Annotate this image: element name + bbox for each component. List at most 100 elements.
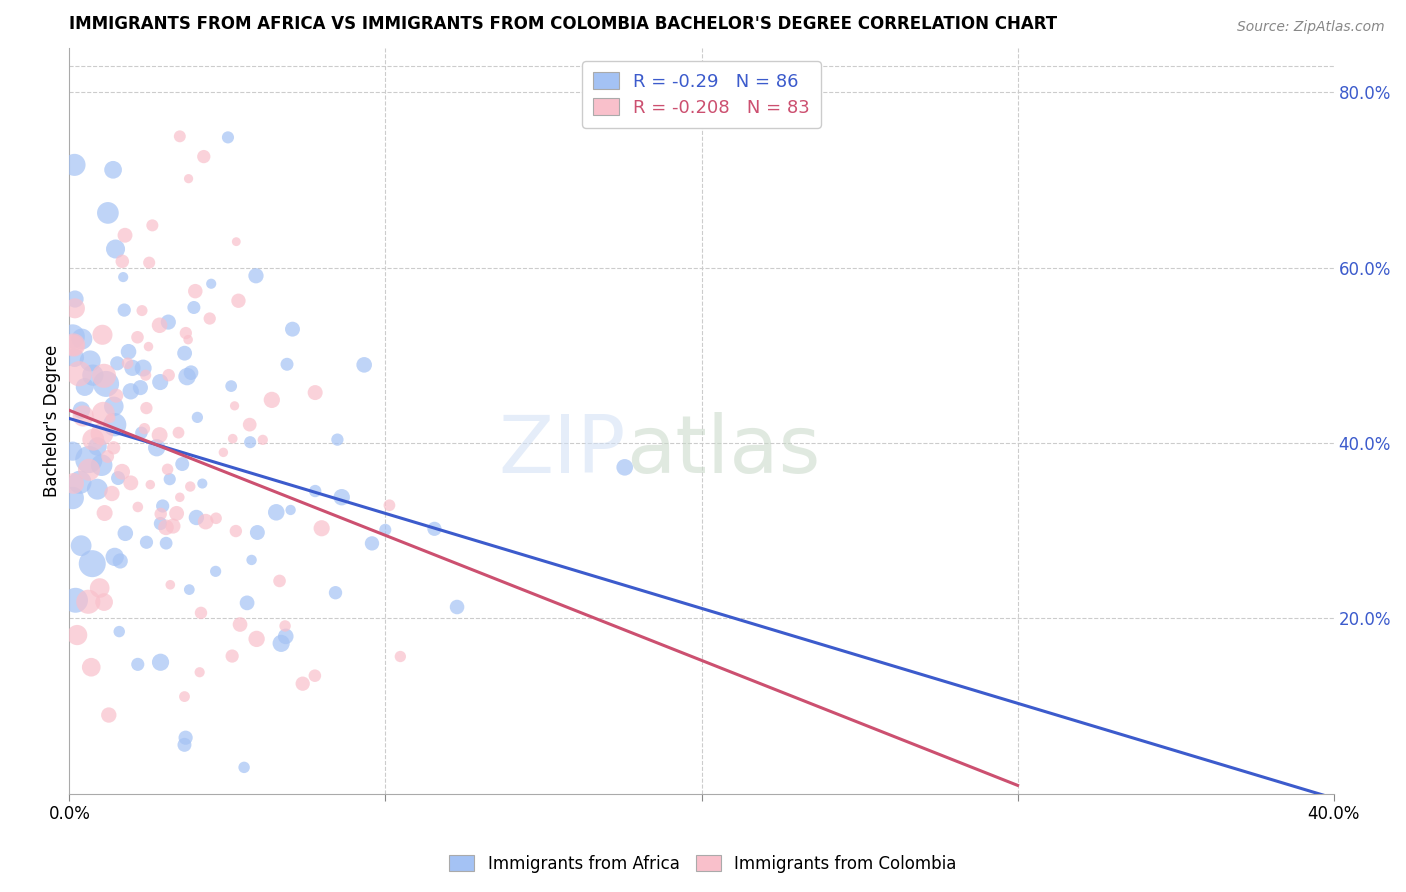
Point — [176, 369, 198, 384]
Point — [97, 708, 120, 723]
Point — [111, 254, 134, 268]
Point — [86, 482, 108, 496]
Point — [246, 632, 269, 646]
Legend: Immigrants from Africa, Immigrants from Colombia: Immigrants from Africa, Immigrants from … — [443, 848, 963, 880]
Point — [311, 521, 333, 535]
Point — [131, 303, 153, 318]
Point — [141, 219, 163, 233]
Point — [239, 417, 262, 432]
Point — [63, 351, 86, 365]
Point — [72, 409, 94, 423]
Point — [117, 344, 139, 359]
Point — [97, 206, 120, 220]
Point — [157, 368, 180, 383]
Point — [423, 522, 446, 536]
Point — [114, 526, 136, 541]
Legend: R = -0.29   N = 86, R = -0.208   N = 83: R = -0.29 N = 86, R = -0.208 N = 83 — [582, 62, 821, 128]
Point — [361, 536, 384, 550]
Point — [184, 284, 207, 298]
Point — [180, 366, 202, 380]
Point — [62, 329, 84, 343]
Point — [276, 357, 298, 371]
Point — [179, 582, 201, 597]
Point — [135, 368, 157, 383]
Point — [129, 381, 152, 395]
Point — [159, 472, 181, 486]
Point — [159, 578, 181, 592]
Point — [186, 510, 208, 524]
Point — [240, 553, 263, 567]
Point — [291, 676, 314, 690]
Point — [105, 389, 128, 403]
Text: atlas: atlas — [626, 412, 820, 490]
Point — [233, 760, 256, 774]
Point — [149, 516, 172, 531]
Point — [326, 433, 349, 447]
Point — [270, 636, 292, 650]
Y-axis label: Bachelor's Degree: Bachelor's Degree — [44, 345, 60, 497]
Point — [93, 595, 115, 609]
Point — [97, 450, 120, 464]
Point — [100, 411, 122, 425]
Point — [62, 338, 84, 352]
Point — [62, 491, 84, 505]
Point — [90, 458, 112, 473]
Point — [204, 565, 226, 579]
Point — [260, 392, 283, 407]
Point — [69, 475, 91, 490]
Point — [93, 368, 115, 383]
Point — [274, 629, 297, 643]
Point — [79, 354, 101, 368]
Point — [135, 535, 157, 549]
Point — [132, 361, 155, 376]
Point — [183, 301, 205, 315]
Point — [374, 523, 396, 537]
Point — [117, 356, 139, 370]
Point — [70, 332, 93, 346]
Point — [120, 384, 142, 399]
Point — [67, 367, 90, 381]
Point — [330, 490, 353, 504]
Text: IMMIGRANTS FROM AFRICA VS IMMIGRANTS FROM COLOMBIA BACHELOR'S DEGREE CORRELATION: IMMIGRANTS FROM AFRICA VS IMMIGRANTS FRO… — [69, 15, 1057, 33]
Point — [127, 330, 149, 344]
Point — [91, 327, 114, 342]
Point — [169, 491, 191, 505]
Point — [112, 270, 135, 285]
Point — [82, 433, 104, 447]
Point — [77, 463, 100, 477]
Point — [389, 649, 412, 664]
Point — [172, 457, 194, 471]
Point — [65, 593, 87, 607]
Text: Source: ZipAtlas.com: Source: ZipAtlas.com — [1237, 20, 1385, 34]
Point — [217, 130, 239, 145]
Point — [149, 655, 172, 669]
Point — [112, 303, 135, 318]
Point — [135, 401, 157, 415]
Point — [304, 669, 326, 683]
Point — [221, 648, 243, 663]
Point — [131, 425, 153, 440]
Point — [167, 425, 190, 440]
Point — [225, 235, 247, 249]
Point — [86, 440, 108, 454]
Point — [353, 358, 375, 372]
Point — [77, 452, 100, 467]
Point — [148, 318, 170, 333]
Point — [105, 356, 128, 370]
Point — [252, 433, 274, 447]
Point — [62, 444, 84, 458]
Point — [200, 277, 222, 291]
Point — [212, 445, 235, 459]
Point — [62, 338, 84, 352]
Point — [114, 228, 136, 243]
Point — [66, 628, 89, 642]
Point — [104, 549, 127, 564]
Point — [157, 315, 180, 329]
Point — [446, 600, 468, 615]
Point — [127, 657, 149, 672]
Point — [110, 554, 132, 568]
Point — [82, 368, 104, 383]
Point — [134, 422, 156, 436]
Point — [173, 738, 195, 752]
Point — [121, 360, 143, 375]
